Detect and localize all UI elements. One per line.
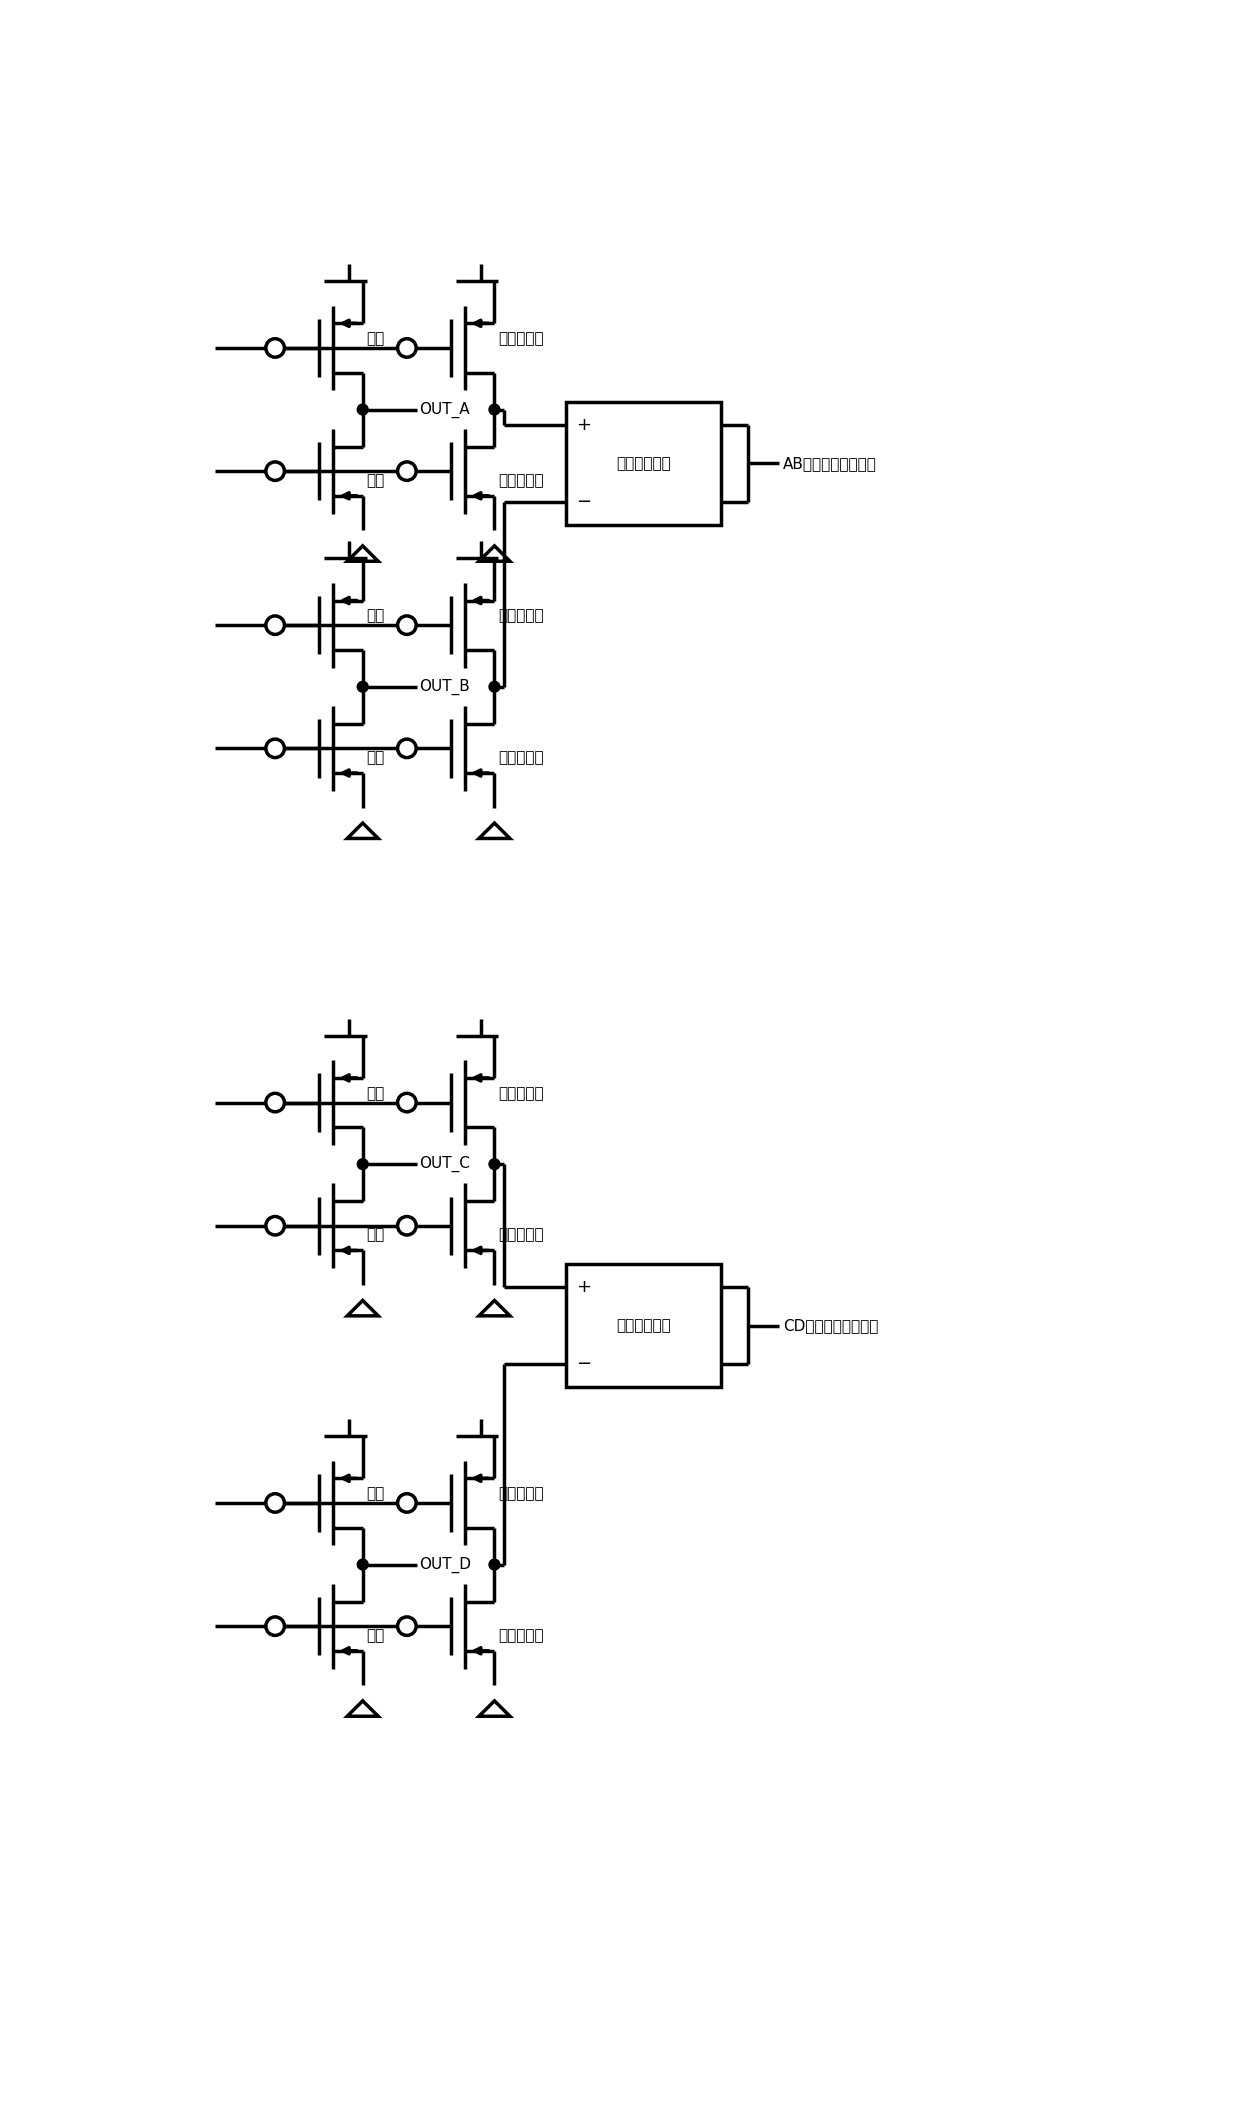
Text: OUT_B: OUT_B — [419, 680, 470, 694]
Text: 上管: 上管 — [367, 330, 384, 347]
Text: 下管采样管: 下管采样管 — [498, 1628, 544, 1643]
Bar — [565, 1265, 720, 1387]
Text: OUT_C: OUT_C — [419, 1155, 470, 1172]
Text: 上管: 上管 — [367, 1086, 384, 1100]
Text: −: − — [575, 492, 591, 511]
Text: OUT_A: OUT_A — [419, 402, 470, 419]
Text: 上管: 上管 — [367, 608, 384, 623]
Text: 过流检测模块: 过流检测模块 — [616, 457, 671, 471]
Circle shape — [489, 404, 500, 414]
Circle shape — [489, 1159, 500, 1170]
Text: +: + — [575, 417, 590, 433]
Text: 过流检测模块: 过流检测模块 — [616, 1319, 671, 1334]
Text: AB通道过流指示输出: AB通道过流指示输出 — [782, 457, 877, 471]
Text: 下管: 下管 — [367, 751, 384, 766]
Text: 上管: 上管 — [367, 1485, 384, 1502]
Circle shape — [357, 1159, 368, 1170]
Text: +: + — [575, 1279, 590, 1296]
Text: 上管采样管: 上管采样管 — [498, 608, 544, 623]
Text: 上管采样管: 上管采样管 — [498, 1086, 544, 1100]
Text: 上管采样管: 上管采样管 — [498, 330, 544, 347]
Text: 下管: 下管 — [367, 1227, 384, 1243]
Circle shape — [489, 682, 500, 692]
Text: CD通道过流指示输出: CD通道过流指示输出 — [782, 1319, 878, 1334]
Text: 上管采样管: 上管采样管 — [498, 1485, 544, 1502]
Text: 下管: 下管 — [367, 1628, 384, 1643]
Bar — [565, 402, 720, 526]
Text: 下管采样管: 下管采样管 — [498, 1227, 544, 1243]
Circle shape — [357, 682, 368, 692]
Circle shape — [489, 1559, 500, 1570]
Text: OUT_D: OUT_D — [419, 1557, 471, 1572]
Circle shape — [357, 404, 368, 414]
Text: 下管: 下管 — [367, 473, 384, 488]
Text: 下管采样管: 下管采样管 — [498, 751, 544, 766]
Text: 下管采样管: 下管采样管 — [498, 473, 544, 488]
Text: −: − — [575, 1355, 591, 1374]
Circle shape — [357, 1559, 368, 1570]
